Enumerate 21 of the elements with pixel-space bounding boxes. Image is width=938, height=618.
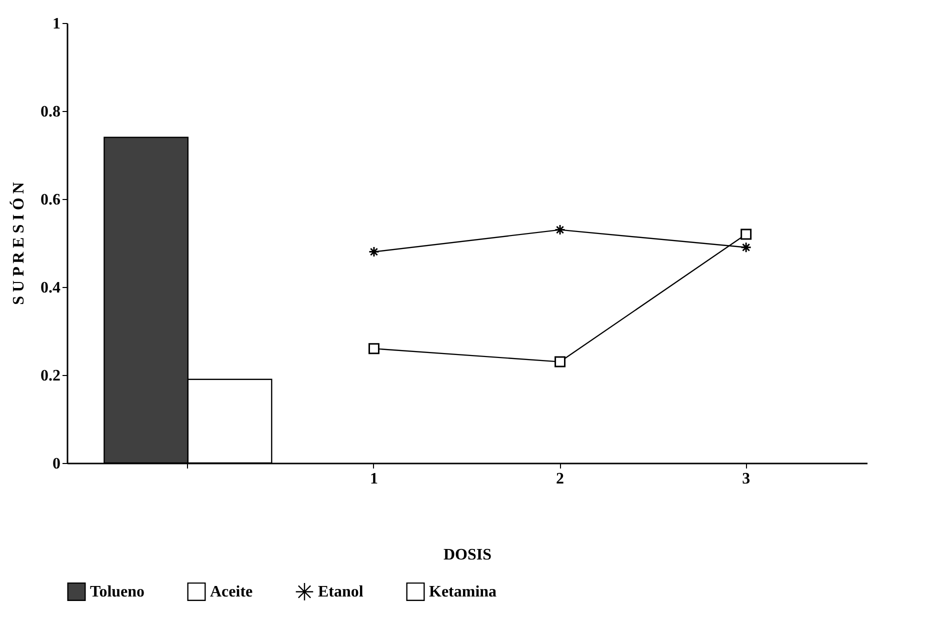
y-tick-label: 0.8 [40, 104, 60, 120]
point [554, 224, 566, 236]
point [740, 228, 752, 240]
point [368, 343, 380, 354]
legend-label: Etanol [318, 584, 364, 601]
legend-label: Ketamina [429, 584, 497, 601]
point [368, 246, 380, 258]
y-tick-label: 0 [52, 456, 60, 472]
legend-label: Tolueno [90, 584, 145, 601]
legend-label: Aceite [210, 584, 253, 601]
x-tick-label: 1 [370, 470, 378, 488]
y-axis-title: S U P R E S I Ó N [10, 182, 28, 305]
y-tick-label: 0.2 [40, 368, 60, 384]
point [554, 356, 566, 368]
x-tick-label: 2 [556, 470, 564, 488]
point [740, 242, 752, 253]
x-axis-title: DOSIS [443, 546, 492, 564]
y-tick-label: 0.4 [40, 280, 60, 296]
y-tick-label: 1 [52, 16, 60, 32]
x-tick-label: 3 [742, 470, 750, 488]
y-tick-label: 0.6 [40, 192, 60, 208]
